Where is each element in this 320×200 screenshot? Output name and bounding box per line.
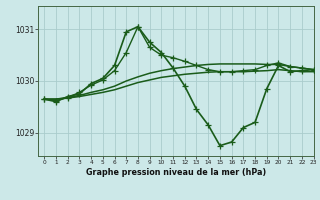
X-axis label: Graphe pression niveau de la mer (hPa): Graphe pression niveau de la mer (hPa) (86, 168, 266, 177)
